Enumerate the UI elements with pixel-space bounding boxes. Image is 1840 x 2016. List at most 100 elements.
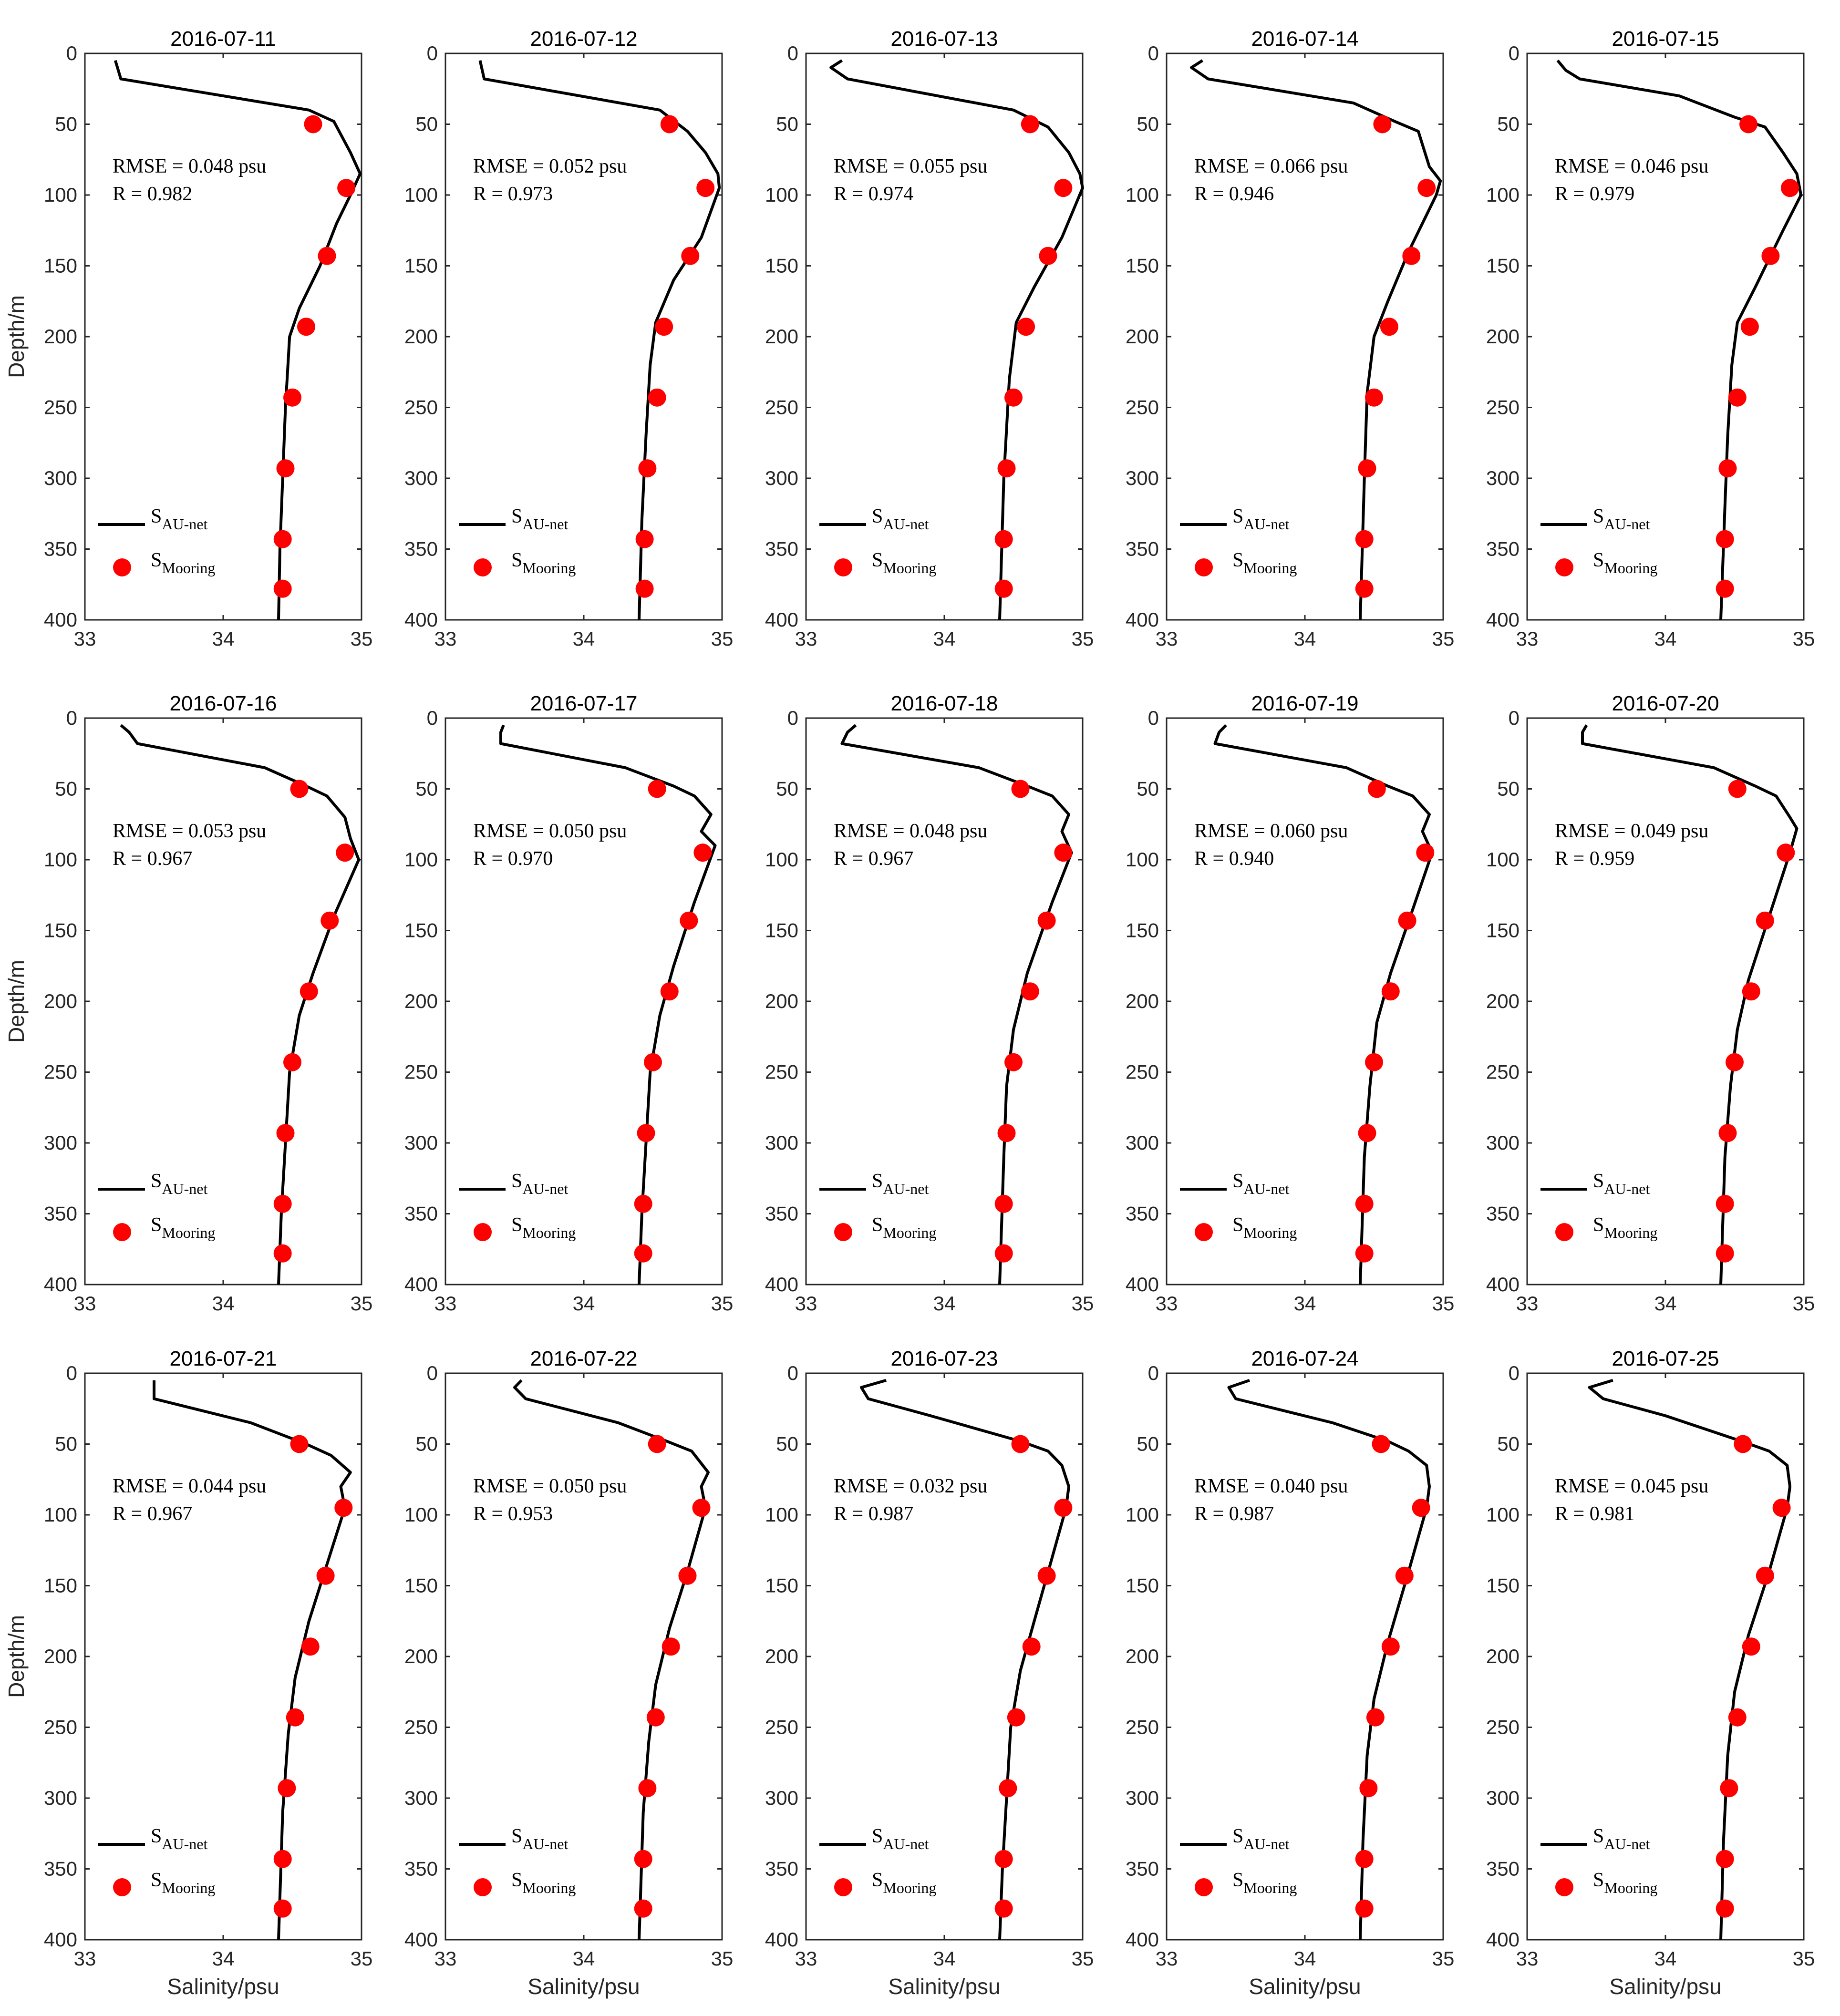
panel-title: 2016-07-14 bbox=[1251, 27, 1358, 51]
legend-label-au-net: SAU-net bbox=[511, 505, 568, 533]
mooring-point bbox=[648, 388, 666, 407]
legend-label-mooring: SMooring bbox=[872, 549, 936, 576]
legend-label-au-net: SAU-net bbox=[511, 1170, 568, 1197]
y-tick-label: 200 bbox=[1486, 1645, 1520, 1667]
legend-label-au-net: SAU-net bbox=[151, 505, 207, 533]
y-tick-label: 0 bbox=[1509, 1362, 1520, 1384]
y-tick-label: 50 bbox=[55, 1433, 77, 1455]
x-tick-label: 34 bbox=[212, 1947, 235, 1970]
plot-area bbox=[84, 1372, 362, 1941]
y-tick-label: 0 bbox=[1148, 1362, 1159, 1384]
y-tick-label: 200 bbox=[44, 325, 77, 348]
y-tick-label: 50 bbox=[1137, 113, 1159, 135]
legend-point-swatch bbox=[1555, 1878, 1573, 1896]
mooring-point bbox=[1726, 1053, 1744, 1071]
panel-title: 2016-07-16 bbox=[169, 692, 277, 715]
legend-point-swatch bbox=[474, 1878, 492, 1896]
series-line-au-net bbox=[1190, 59, 1442, 620]
mooring-point bbox=[1054, 1499, 1073, 1517]
mooring-point bbox=[286, 1708, 304, 1727]
mooring-point bbox=[1054, 843, 1073, 862]
r-annotation: R = 0.967 bbox=[834, 848, 913, 870]
legend-label-mooring: SMooring bbox=[511, 1869, 576, 1896]
mooring-point bbox=[283, 1053, 301, 1071]
y-tick-label: 250 bbox=[1486, 1716, 1520, 1738]
mooring-point bbox=[1021, 115, 1039, 134]
y-tick-label: 200 bbox=[44, 990, 77, 1012]
plot-area bbox=[444, 52, 723, 621]
mooring-point bbox=[1772, 1499, 1791, 1517]
legend-label-mooring: SMooring bbox=[511, 1214, 576, 1241]
r-annotation: R = 0.959 bbox=[1555, 848, 1634, 870]
y-tick-label: 50 bbox=[55, 113, 77, 135]
y-tick-label: 400 bbox=[404, 608, 438, 631]
y-tick-label: 350 bbox=[765, 1203, 798, 1225]
y-tick-label: 150 bbox=[44, 255, 77, 277]
y-tick-label: 300 bbox=[404, 1787, 438, 1809]
legend-label-au-net: SAU-net bbox=[151, 1170, 207, 1197]
mooring-point bbox=[1728, 780, 1747, 798]
rmse-annotation: RMSE = 0.053 psu bbox=[113, 820, 266, 842]
mooring-point bbox=[1355, 1899, 1374, 1918]
mooring-point bbox=[1358, 1124, 1376, 1142]
x-tick-label: 35 bbox=[1072, 1947, 1094, 1970]
x-tick-label: 35 bbox=[351, 627, 373, 650]
rmse-annotation: RMSE = 0.066 psu bbox=[1194, 155, 1348, 177]
legend-label-mooring: SMooring bbox=[151, 549, 215, 576]
legend-label-au-net: SAU-net bbox=[1593, 1825, 1650, 1852]
r-annotation: R = 0.987 bbox=[1194, 1503, 1274, 1525]
y-tick-label: 300 bbox=[1126, 1131, 1159, 1154]
mooring-point bbox=[273, 1244, 292, 1263]
plot-area bbox=[1166, 717, 1444, 1286]
y-tick-label: 250 bbox=[1126, 396, 1159, 419]
mooring-point bbox=[1366, 1708, 1385, 1727]
y-tick-label: 250 bbox=[44, 1061, 77, 1083]
y-tick-label: 400 bbox=[44, 1928, 77, 1951]
mooring-point bbox=[273, 579, 292, 598]
y-tick-label: 0 bbox=[66, 707, 77, 729]
x-tick-label: 35 bbox=[351, 1292, 373, 1315]
mooring-point bbox=[1718, 1124, 1737, 1142]
mooring-point bbox=[1739, 115, 1757, 134]
panel-title: 2016-07-21 bbox=[169, 1347, 277, 1370]
y-tick-label: 250 bbox=[1486, 396, 1520, 419]
series-line-au-net bbox=[153, 1380, 352, 1940]
mooring-point bbox=[1355, 1244, 1374, 1263]
mooring-point bbox=[1037, 1566, 1056, 1585]
y-tick-label: 300 bbox=[1126, 1787, 1159, 1809]
legend-point-swatch bbox=[834, 1878, 852, 1896]
y-tick-label: 100 bbox=[765, 1503, 798, 1526]
mooring-point bbox=[304, 115, 322, 134]
legend-label-au-net: SAU-net bbox=[151, 1825, 207, 1852]
mooring-point bbox=[1355, 1194, 1374, 1213]
r-annotation: R = 0.982 bbox=[113, 183, 192, 205]
mooring-point bbox=[1781, 179, 1799, 197]
y-tick-label: 250 bbox=[765, 396, 798, 419]
y-tick-label: 0 bbox=[66, 42, 77, 64]
mooring-point bbox=[1367, 780, 1386, 798]
y-tick-label: 200 bbox=[404, 990, 438, 1012]
legend-label-au-net: SAU-net bbox=[1593, 505, 1650, 533]
x-tick-label: 34 bbox=[1654, 1947, 1677, 1970]
panel-title: 2016-07-12 bbox=[530, 27, 637, 51]
y-tick-label: 300 bbox=[1486, 1787, 1520, 1809]
r-annotation: R = 0.967 bbox=[113, 1503, 192, 1525]
y-tick-label: 400 bbox=[765, 1928, 798, 1951]
legend-label-mooring: SMooring bbox=[151, 1214, 215, 1241]
mooring-point bbox=[1398, 911, 1416, 930]
x-tick-label: 35 bbox=[1432, 1947, 1455, 1970]
y-tick-label: 400 bbox=[404, 1273, 438, 1296]
mooring-point bbox=[1365, 1053, 1383, 1071]
legend-point-swatch bbox=[113, 1878, 131, 1896]
mooring-point bbox=[994, 1850, 1013, 1868]
y-tick-label: 100 bbox=[44, 848, 77, 871]
mooring-point bbox=[994, 1244, 1013, 1263]
legend-label-mooring: SMooring bbox=[1593, 1214, 1657, 1241]
y-tick-label: 250 bbox=[765, 1061, 798, 1083]
panel-title: 2016-07-18 bbox=[890, 692, 998, 715]
x-tick-label: 34 bbox=[933, 1292, 956, 1315]
rmse-annotation: RMSE = 0.048 psu bbox=[113, 155, 266, 177]
